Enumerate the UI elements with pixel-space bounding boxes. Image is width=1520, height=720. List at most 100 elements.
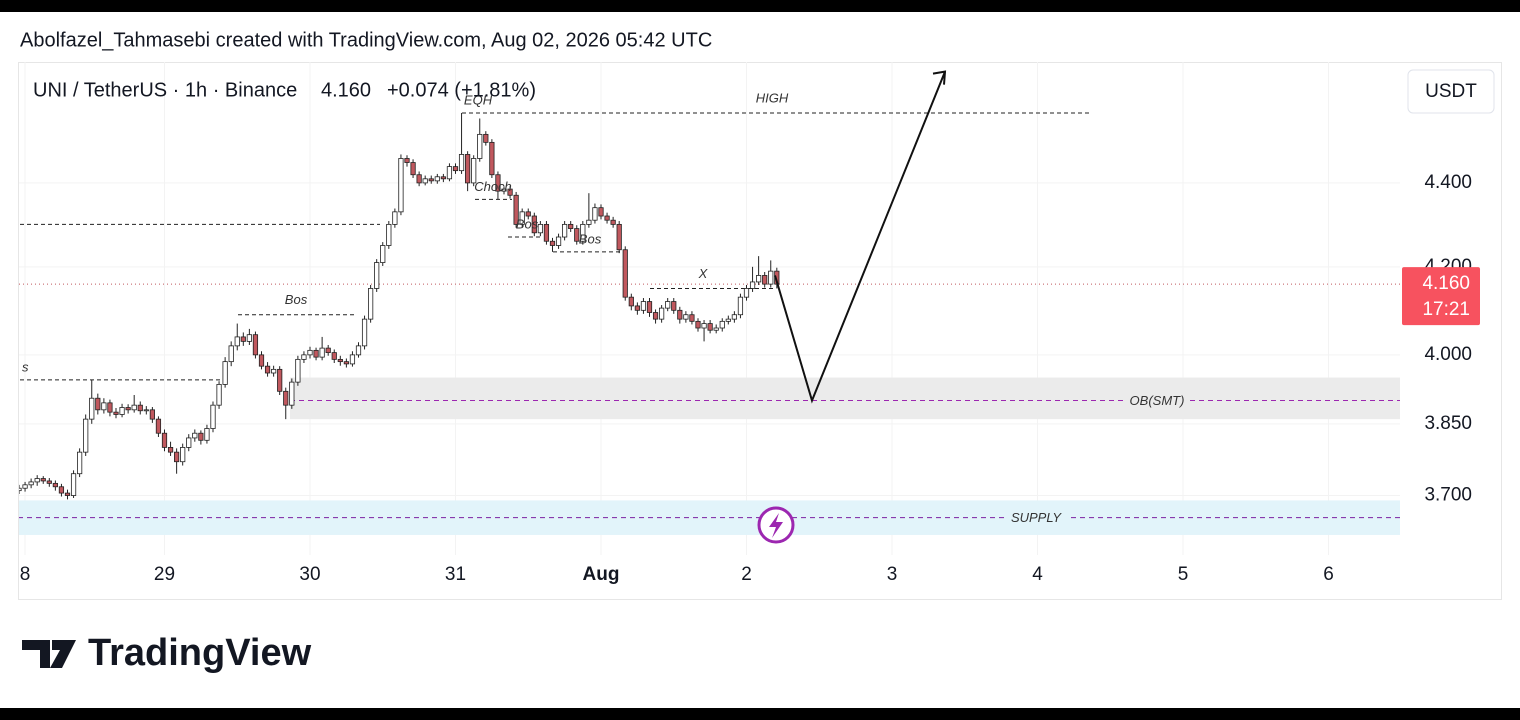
candle-body — [434, 176, 440, 182]
candle-body — [198, 432, 204, 441]
candle-body — [222, 361, 228, 385]
candle-body — [70, 473, 77, 496]
candle-body — [216, 384, 222, 406]
level-label: X — [698, 266, 709, 281]
candle-body — [34, 478, 40, 483]
candle-body — [768, 270, 774, 285]
level-label: EQH — [464, 92, 493, 107]
candle-body — [52, 482, 58, 488]
zone-label: OB(SMT) — [1130, 393, 1185, 408]
y-tick-label: 4.000 — [1424, 344, 1472, 365]
candle-body — [107, 402, 113, 413]
candle-body — [349, 354, 356, 365]
candle-body — [192, 432, 198, 439]
candle-body — [392, 211, 398, 225]
candle-body — [592, 207, 598, 221]
candle-body — [695, 320, 701, 329]
candle-body — [295, 358, 301, 383]
candle-body — [337, 358, 343, 363]
candle-body — [683, 314, 689, 320]
candle-body — [40, 478, 46, 482]
level-label: s — [22, 359, 29, 374]
candle-body — [537, 223, 543, 234]
candle-body — [646, 301, 653, 313]
candle-body — [186, 437, 192, 448]
chart-frame — [18, 62, 1502, 600]
projection — [774, 71, 946, 404]
candle-body — [555, 236, 562, 246]
candle-body — [483, 133, 489, 143]
candle-body — [756, 275, 762, 283]
candle-body — [343, 361, 349, 365]
zone-label-bg — [1125, 392, 1189, 409]
candle-body — [562, 223, 568, 238]
candle-body — [386, 223, 392, 246]
symbol: UNI / TetherUS · 1h · Binance — [33, 79, 297, 101]
candle-body — [161, 432, 168, 448]
candle-body — [204, 428, 210, 441]
level-label: Bos — [285, 292, 308, 307]
candle-body — [762, 275, 768, 285]
candle-body — [489, 141, 495, 176]
candle-body — [246, 334, 252, 342]
levels — [19, 112, 1400, 381]
candle-body — [271, 368, 277, 374]
candle-body — [549, 240, 556, 246]
candle-body — [598, 207, 604, 217]
zones — [19, 377, 1400, 535]
candle-body — [586, 219, 592, 225]
candle-body — [689, 314, 695, 322]
candle-body — [743, 288, 750, 298]
candle-body — [264, 365, 271, 374]
candle-body — [410, 162, 416, 176]
candle-body — [301, 354, 307, 360]
candle-body — [325, 347, 331, 354]
candle-body — [28, 481, 34, 486]
candle-body — [701, 323, 707, 329]
candle-body — [428, 178, 434, 182]
candle-body — [77, 451, 83, 475]
candle-body — [458, 154, 465, 172]
candle-body — [404, 158, 410, 163]
candle-body — [501, 188, 507, 192]
countdown: 17:21 — [1422, 299, 1470, 320]
candle-body — [331, 352, 337, 360]
brand: TradingView — [88, 632, 312, 674]
zone-label: SUPPLY — [1011, 510, 1062, 525]
candle-body — [471, 158, 477, 184]
x-tick-label: 30 — [299, 564, 320, 585]
header-price: 4.160 — [321, 79, 371, 101]
y-tick-label: 4.400 — [1424, 172, 1472, 193]
candle-body — [258, 354, 265, 367]
candle-body — [361, 318, 368, 347]
y-tick-label: 3.850 — [1424, 413, 1472, 434]
candle-body — [495, 174, 501, 192]
candle-body — [622, 249, 628, 298]
candle-body — [513, 194, 519, 225]
candle-body — [240, 336, 246, 342]
y-tick-label: 3.700 — [1424, 485, 1472, 506]
currency-box[interactable] — [1407, 69, 1495, 114]
arrow-head — [932, 70, 947, 85]
candle-body — [604, 215, 610, 221]
candle-body — [659, 307, 665, 320]
candle-body — [665, 301, 671, 309]
candle-body — [313, 349, 319, 358]
candle-body — [46, 480, 52, 484]
candle-body — [477, 133, 483, 159]
x-tick-label: 29 — [154, 564, 175, 585]
candle-body — [422, 178, 428, 184]
grid — [19, 62, 1400, 555]
candle-body — [283, 390, 289, 406]
candle-body — [543, 223, 550, 242]
candle-body — [95, 397, 101, 411]
candle-body — [174, 451, 180, 463]
x-tick-label: 8 — [20, 564, 31, 585]
price-tag-value: 4.160 — [1422, 273, 1470, 294]
candle-body — [22, 484, 28, 489]
candle-body — [531, 215, 537, 234]
candle-body — [616, 223, 622, 251]
currency[interactable]: USDT — [1425, 81, 1477, 102]
candle-body — [374, 262, 380, 289]
